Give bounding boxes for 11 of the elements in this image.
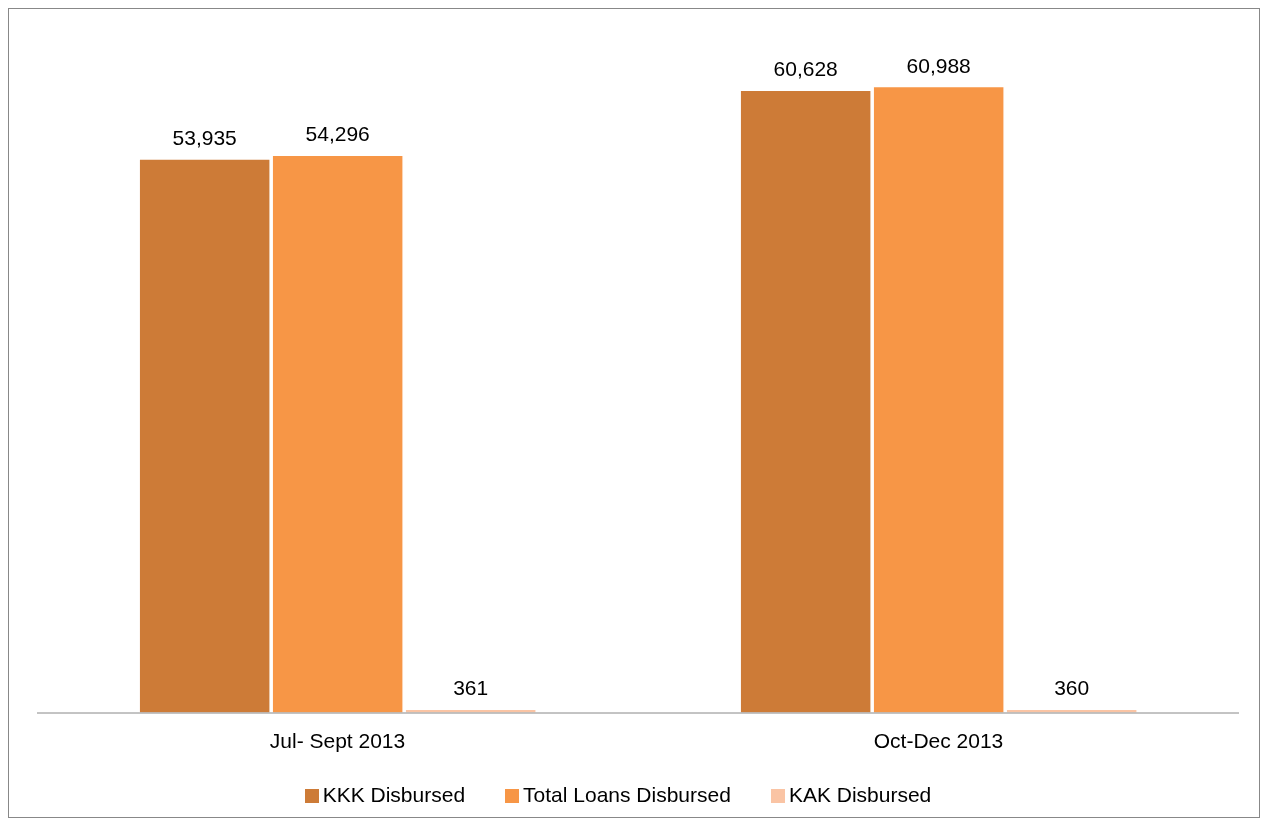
x-tick-label: Oct-Dec 2013: [873, 728, 1004, 752]
data-label: 54,296: [305, 122, 370, 146]
data-label: 60,988: [906, 53, 971, 77]
data-label: 361: [453, 676, 489, 700]
data-label: 360: [1054, 676, 1090, 700]
x-tick-label: Jul- Sept 2013: [269, 728, 406, 752]
legend-label: KAK Disbursed: [788, 783, 932, 806]
legend-label: KKK Disbursed: [322, 783, 466, 806]
data-label: 53,935: [172, 126, 237, 150]
data-label: 60,628: [773, 57, 838, 81]
legend-label: Total Loans Disbursed: [523, 783, 731, 806]
